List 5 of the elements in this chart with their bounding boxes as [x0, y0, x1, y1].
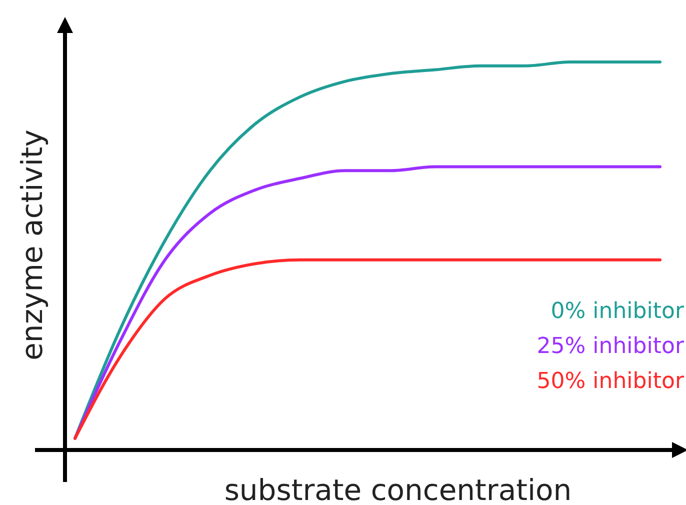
text: 50% inhibitor	[536, 369, 685, 394]
x-axis-title: substrate concentration	[224, 473, 572, 505]
text: 0% inhibitor	[550, 299, 685, 324]
text: 25% inhibitor	[536, 334, 685, 359]
y-axis-title: enzyme activity	[15, 130, 49, 360]
